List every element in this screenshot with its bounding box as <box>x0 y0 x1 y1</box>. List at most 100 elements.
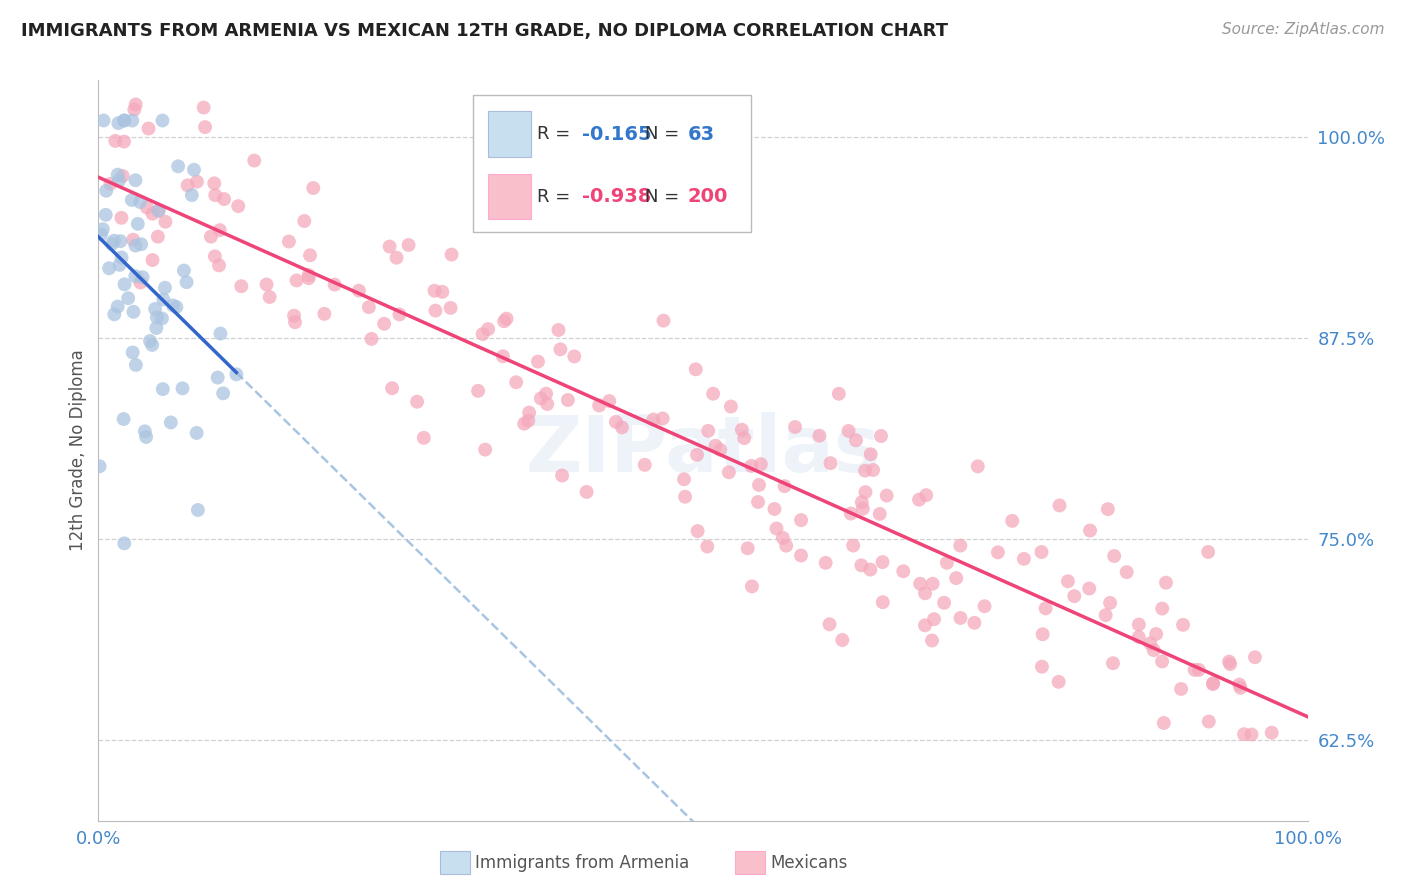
Point <box>765 522 787 536</box>
Point <box>108 174 131 188</box>
Point <box>148 203 170 218</box>
Point <box>673 490 696 504</box>
Point <box>1099 596 1122 610</box>
Point <box>131 270 153 285</box>
Y-axis label: 12th Grade, No Diploma: 12th Grade, No Diploma <box>69 350 87 551</box>
Point <box>347 284 370 298</box>
Point <box>259 290 281 304</box>
Point <box>1115 565 1137 579</box>
Point <box>357 300 380 314</box>
Point <box>790 549 813 563</box>
Point <box>193 101 215 115</box>
Point <box>110 251 132 265</box>
FancyBboxPatch shape <box>488 174 531 219</box>
Point <box>494 314 516 328</box>
Point <box>536 397 558 411</box>
Point <box>495 311 517 326</box>
Point <box>852 501 875 516</box>
Point <box>173 263 195 277</box>
Point <box>112 135 135 149</box>
Point <box>747 495 769 509</box>
Point <box>966 459 988 474</box>
Point <box>112 113 135 128</box>
Point <box>783 420 806 434</box>
Point <box>855 485 877 500</box>
Point <box>605 415 627 429</box>
Point <box>101 237 124 252</box>
Point <box>1063 589 1085 603</box>
Point <box>93 113 115 128</box>
Point <box>1144 627 1167 641</box>
Point <box>150 311 173 326</box>
Point <box>987 545 1010 559</box>
Point <box>167 159 190 173</box>
Point <box>202 177 225 191</box>
Point <box>135 430 157 444</box>
Point <box>134 425 156 439</box>
Point <box>737 541 759 556</box>
Point <box>1139 636 1161 650</box>
Point <box>385 251 408 265</box>
Point <box>527 354 550 368</box>
Point <box>208 259 231 273</box>
Point <box>673 472 696 486</box>
Point <box>1170 681 1192 696</box>
Point <box>243 153 266 168</box>
Point <box>148 203 170 218</box>
Point <box>872 595 894 609</box>
Point <box>704 439 727 453</box>
Point <box>733 431 755 445</box>
Point <box>773 479 796 493</box>
Text: N =: N = <box>645 187 685 205</box>
Point <box>963 615 986 630</box>
Text: 200: 200 <box>688 187 728 206</box>
Point <box>146 229 169 244</box>
Point <box>89 459 111 474</box>
FancyBboxPatch shape <box>474 95 751 232</box>
Point <box>388 307 411 321</box>
Point <box>176 178 198 193</box>
Point <box>513 417 536 431</box>
Point <box>186 175 208 189</box>
Point <box>471 327 494 342</box>
Text: R =: R = <box>537 187 576 205</box>
Point <box>634 458 657 472</box>
Point <box>818 617 841 632</box>
Point <box>1047 674 1070 689</box>
Point <box>741 579 763 593</box>
Point <box>763 502 786 516</box>
Text: Mexicans: Mexicans <box>770 854 848 871</box>
Point <box>141 253 163 268</box>
Point <box>145 321 167 335</box>
Point <box>124 103 146 117</box>
Point <box>1219 657 1241 671</box>
Text: Immigrants from Armenia: Immigrants from Armenia <box>475 854 689 871</box>
Point <box>107 300 129 314</box>
Point <box>575 484 598 499</box>
Point <box>891 564 914 578</box>
Point <box>146 310 169 325</box>
Point <box>212 386 235 401</box>
Point <box>180 188 202 202</box>
Point <box>932 596 955 610</box>
Point <box>749 457 772 471</box>
Point <box>208 223 231 237</box>
Point <box>1240 727 1263 741</box>
Point <box>831 633 853 648</box>
Point <box>1188 663 1211 677</box>
Point <box>112 412 135 426</box>
Point <box>172 381 194 395</box>
Point <box>1012 552 1035 566</box>
Point <box>828 386 851 401</box>
Point <box>284 315 307 329</box>
Point <box>129 276 152 290</box>
Point <box>534 386 557 401</box>
Point <box>183 162 205 177</box>
Point <box>125 97 148 112</box>
Point <box>96 184 118 198</box>
Point <box>360 332 382 346</box>
Point <box>551 468 574 483</box>
Point <box>876 489 898 503</box>
Point <box>872 555 894 569</box>
Point <box>155 215 177 229</box>
